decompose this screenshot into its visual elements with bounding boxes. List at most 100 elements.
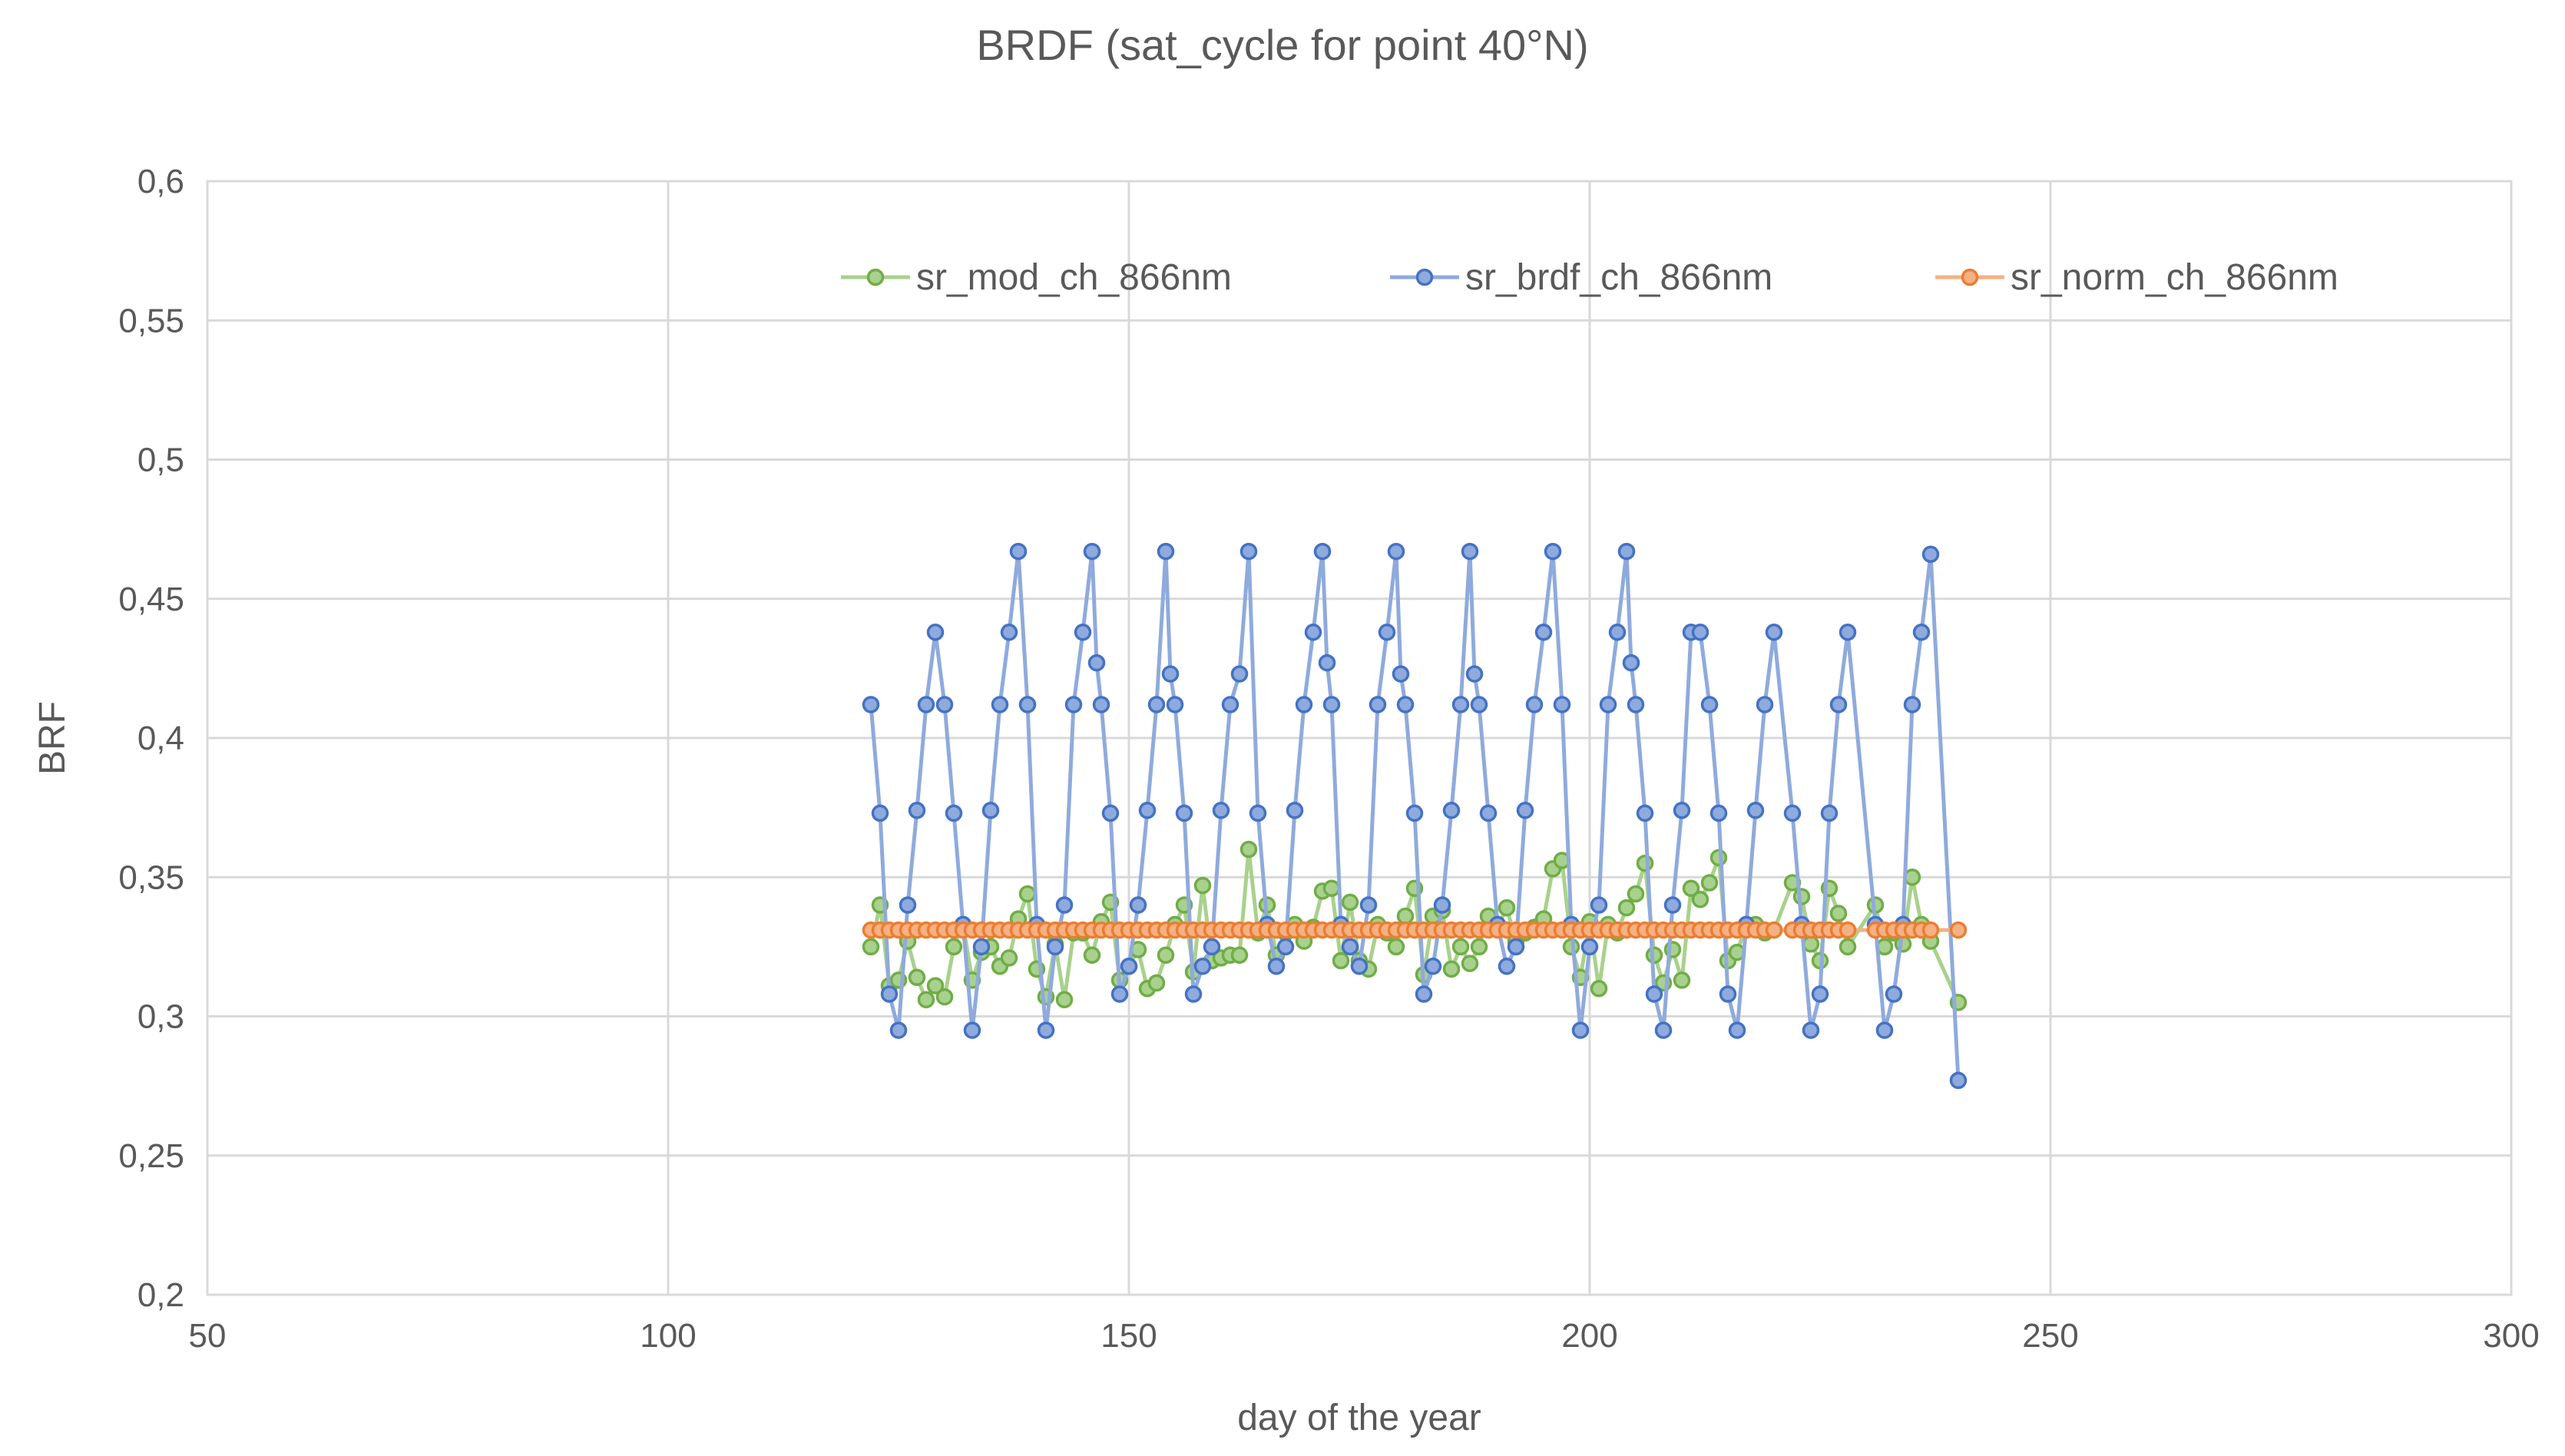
- data-point: [1009, 542, 1028, 561]
- x-tick-label: 100: [640, 1317, 696, 1355]
- legend-marker: [1961, 268, 1979, 286]
- data-point: [1470, 696, 1488, 713]
- data-point: [1193, 958, 1212, 975]
- y-tick-label: 0,45: [118, 581, 184, 618]
- gridlines: [206, 180, 2513, 1296]
- data-point: [1378, 624, 1396, 641]
- data-point: [1470, 938, 1488, 956]
- data-point: [1700, 874, 1719, 892]
- data-point: [1534, 624, 1553, 641]
- x-tick-label: 50: [189, 1317, 227, 1355]
- data-point: [1046, 938, 1064, 956]
- data-point: [1332, 951, 1350, 970]
- data-point: [1756, 696, 1774, 713]
- data-point: [1728, 1021, 1746, 1039]
- data-point: [889, 1021, 908, 1039]
- data-point: [1627, 885, 1645, 903]
- data-point: [1424, 958, 1442, 975]
- data-point: [1525, 696, 1544, 713]
- data-point: [963, 1021, 981, 1039]
- legend: sr_mod_ch_866nm sr_brdf_ch_866nm sr_norm_c…: [841, 257, 2338, 298]
- data-point: [1921, 921, 1940, 939]
- y-axis-label: BRF: [32, 701, 73, 775]
- data-point: [1921, 545, 1940, 564]
- data-point: [1802, 1021, 1820, 1039]
- data-point: [908, 802, 926, 819]
- data-point: [1442, 802, 1461, 819]
- data-point: [1313, 542, 1332, 561]
- data-point: [1622, 654, 1640, 672]
- data-point: [1691, 624, 1709, 641]
- data-point: [1322, 696, 1341, 713]
- data-point: [1636, 854, 1654, 872]
- data-point: [1829, 696, 1848, 713]
- data-point: [1765, 921, 1783, 939]
- legend-item: sr_mod_ch_866nm: [841, 257, 1232, 298]
- data-point: [1682, 879, 1700, 898]
- data-point: [1516, 802, 1534, 819]
- data-point: [1304, 624, 1322, 641]
- data-point: [1811, 985, 1829, 1003]
- data-point: [1829, 905, 1848, 922]
- data-point: [1129, 896, 1147, 914]
- data-point: [1636, 804, 1654, 822]
- data-point: [1064, 696, 1083, 713]
- data-point: [1203, 938, 1221, 956]
- data-point: [1617, 542, 1636, 561]
- data-point: [1709, 849, 1728, 867]
- data-point: [1719, 985, 1737, 1003]
- data-point: [1295, 696, 1313, 713]
- data-point: [917, 696, 935, 713]
- data-point: [1175, 804, 1193, 822]
- legend-item: sr_brdf_ch_866nm: [1390, 257, 1772, 298]
- data-point: [1350, 958, 1369, 975]
- data-point: [1018, 885, 1037, 903]
- data-point: [1783, 804, 1802, 822]
- legend-label: sr_mod_ch_866nm: [916, 257, 1232, 298]
- data-point: [926, 977, 945, 994]
- data-point: [1000, 624, 1018, 641]
- data-point: [1212, 802, 1230, 819]
- data-point: [935, 696, 954, 713]
- x-tick-label: 250: [2022, 1317, 2078, 1355]
- data-point: [917, 991, 935, 1009]
- data-point: [871, 804, 889, 822]
- data-point: [1507, 938, 1525, 956]
- series-layer: [862, 542, 1968, 1090]
- series-sr_brdf_ch_866nm: [862, 542, 1968, 1090]
- data-point: [926, 624, 945, 641]
- data-point: [1322, 879, 1341, 898]
- data-point: [1663, 896, 1682, 914]
- data-point: [1700, 696, 1719, 713]
- data-point: [1286, 802, 1304, 819]
- data-point: [1392, 665, 1410, 683]
- data-point: [1645, 985, 1663, 1003]
- y-tick-label: 0,5: [137, 442, 184, 479]
- legend-item: sr_norm_ch_866nm: [1935, 257, 2338, 298]
- data-point: [1157, 946, 1175, 965]
- data-point: [1387, 542, 1405, 561]
- data-point: [1396, 907, 1415, 925]
- data-point: [1433, 896, 1451, 914]
- data-point: [1544, 542, 1562, 561]
- x-axis-ticks: 50 100 150 200 250 300: [189, 1317, 2540, 1355]
- data-point: [1037, 1021, 1055, 1039]
- data-point: [1627, 696, 1645, 713]
- legend-label: sr_brdf_ch_866nm: [1465, 257, 1772, 298]
- data-point: [1239, 542, 1258, 561]
- x-axis-label: day of the year: [1237, 1398, 1481, 1438]
- y-tick-label: 0,25: [118, 1137, 184, 1175]
- data-point: [1369, 696, 1387, 713]
- data-point: [1580, 938, 1599, 956]
- data-point: [1949, 1071, 1968, 1090]
- data-point: [1765, 624, 1783, 641]
- data-point: [1147, 696, 1166, 713]
- data-point: [1147, 974, 1166, 992]
- data-point: [1617, 898, 1636, 917]
- data-point: [1746, 802, 1765, 819]
- data-point: [1608, 624, 1627, 641]
- y-tick-label: 0,6: [137, 163, 184, 200]
- data-point: [1912, 624, 1931, 641]
- x-tick-label: 300: [2483, 1317, 2539, 1355]
- chart-title: BRDF (sat_cycle for point 40°N): [976, 21, 1588, 69]
